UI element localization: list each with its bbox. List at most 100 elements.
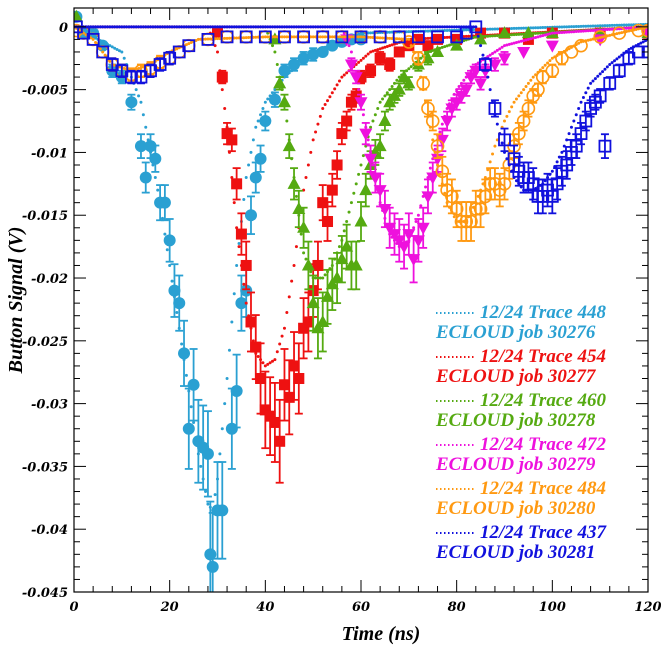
data-point [268, 93, 281, 106]
model-dot [486, 27, 490, 31]
model-dot [567, 30, 571, 34]
data-point [216, 71, 228, 83]
data-point [373, 185, 387, 198]
model-dot [227, 25, 231, 29]
model-dot [268, 361, 272, 365]
data-point [297, 220, 311, 233]
data-point [412, 33, 424, 45]
model-dot [244, 36, 248, 40]
model-dot [318, 35, 322, 39]
model-dot [306, 163, 310, 167]
model-dot [273, 88, 277, 92]
data-point [431, 44, 445, 57]
data-point [301, 258, 315, 271]
model-dot [235, 226, 239, 230]
model-dot [91, 25, 95, 29]
model-dot [337, 35, 341, 39]
data-point [498, 26, 511, 39]
model-dot [168, 263, 172, 267]
model-dot [237, 241, 241, 245]
data-point [531, 82, 545, 97]
data-point [397, 70, 411, 83]
model-dot [366, 25, 370, 29]
model-dot [462, 28, 466, 32]
model-dot [294, 25, 298, 29]
model-dot [452, 25, 456, 29]
y-tick-label: -0.035 [22, 460, 68, 475]
model-dot [495, 138, 499, 142]
model-dot [639, 41, 643, 45]
model-dot [388, 30, 392, 34]
model-dot [330, 35, 334, 39]
model-dot [591, 24, 595, 28]
model-dot [522, 26, 526, 30]
model-dot [605, 24, 609, 28]
model-dot [572, 119, 576, 123]
model-dot [94, 25, 98, 29]
model-dot [493, 27, 497, 31]
model-dot [129, 25, 133, 29]
model-dot [541, 31, 545, 35]
model-dot [445, 35, 449, 39]
x-tick-label: 40 [256, 600, 274, 615]
model-dot [419, 25, 423, 29]
model-dot [302, 25, 306, 29]
model-dot [598, 36, 602, 40]
model-dot [242, 198, 246, 202]
model-dot [538, 183, 542, 187]
data-point [278, 30, 291, 44]
data-point [335, 252, 349, 265]
model-dot [534, 26, 538, 30]
model-dot [634, 27, 638, 31]
model-dot [627, 23, 631, 27]
model-dot [524, 188, 528, 192]
model-dot [192, 25, 196, 29]
model-dot [266, 25, 270, 29]
model-dot [333, 25, 337, 29]
model-dot [514, 26, 518, 30]
model-dot [311, 138, 315, 142]
model-dot [378, 47, 382, 51]
model-dot [488, 27, 492, 31]
model-dot [213, 493, 217, 497]
data-point [355, 71, 367, 83]
model-dot [488, 34, 492, 38]
data-point [450, 30, 464, 44]
model-dot [259, 113, 263, 117]
model-dot [220, 25, 224, 29]
model-dot [440, 25, 444, 29]
model-dot [414, 25, 418, 29]
model-dot [531, 36, 535, 40]
model-dot [189, 41, 193, 45]
model-dot [354, 25, 358, 29]
data-point [330, 271, 344, 284]
data-point [297, 30, 311, 44]
model-dot [505, 114, 509, 118]
model-dot [503, 44, 506, 48]
model-dot [383, 45, 387, 49]
model-dot [225, 25, 229, 29]
data-point [421, 101, 435, 116]
model-dot [244, 25, 248, 29]
model-dot [132, 25, 136, 29]
model-dot [524, 26, 528, 30]
model-dot [514, 41, 518, 45]
model-dot [476, 34, 480, 38]
data-point [316, 45, 329, 58]
model-dot [149, 25, 153, 29]
data-point [278, 64, 291, 77]
data-point [96, 45, 110, 59]
model-dot [316, 25, 320, 29]
data-point [516, 114, 531, 128]
model-dot [517, 40, 521, 44]
model-dot [433, 147, 437, 151]
data-point [454, 90, 468, 103]
model-dot [574, 30, 578, 34]
data-point [298, 322, 310, 334]
data-point [220, 30, 234, 44]
data-point [230, 385, 243, 398]
model-dot [361, 35, 365, 39]
model-dot [519, 91, 523, 95]
model-dot [292, 263, 296, 267]
model-dot [615, 57, 619, 61]
